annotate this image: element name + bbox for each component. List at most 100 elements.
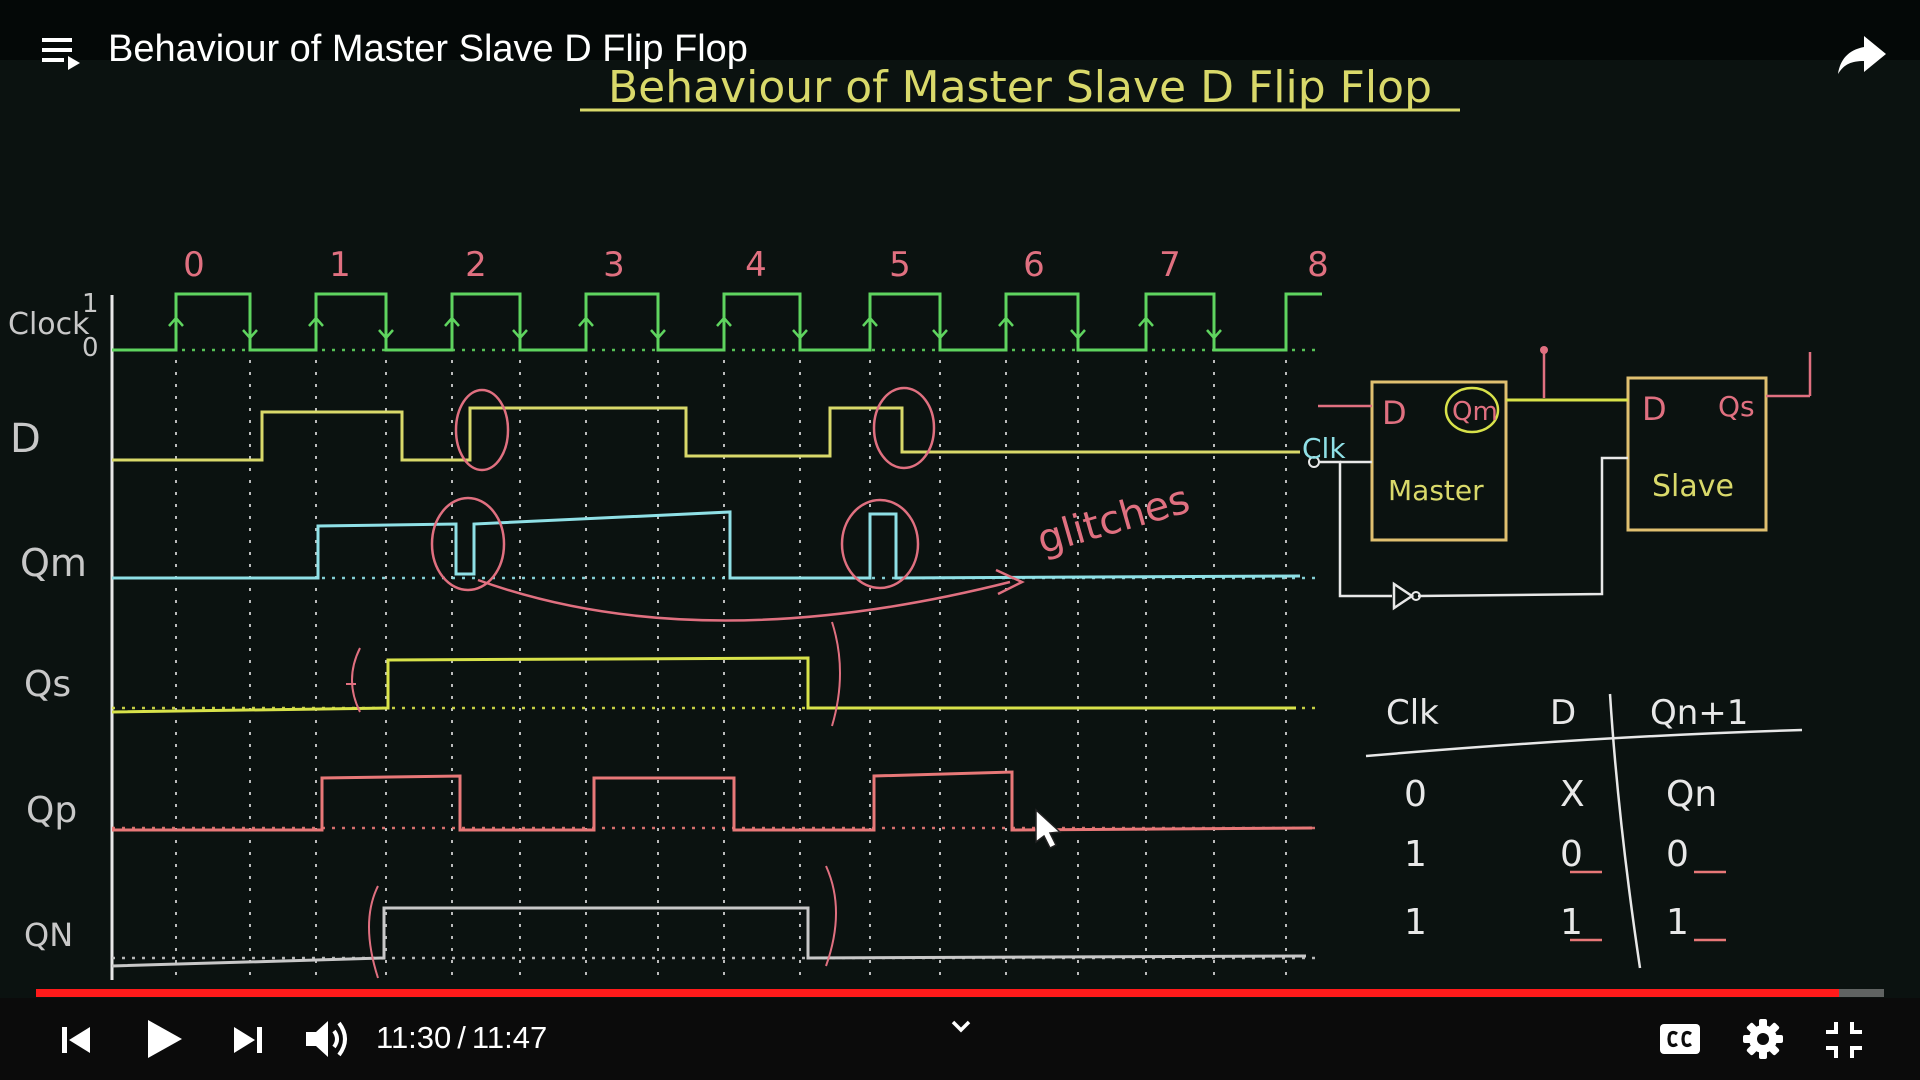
d-waveform <box>112 406 1300 462</box>
slave-qs-label: Qs <box>1718 390 1755 423</box>
circuit-clk-label: Clk <box>1302 432 1346 465</box>
master-slave-circuit <box>1308 346 1812 611</box>
table-header-1: D <box>1550 693 1576 733</box>
table-cell: 1 <box>1404 834 1427 875</box>
fullscreen-exit-button[interactable] <box>1822 1018 1866 1062</box>
falling-edge-arrow <box>1206 318 1222 340</box>
glitch-circle <box>454 388 510 472</box>
skip-next-icon <box>234 1027 262 1053</box>
rising-edge-arrow <box>308 316 324 340</box>
glitch-annotations <box>346 386 1062 979</box>
glitches-note: glitches <box>1032 476 1195 563</box>
board-heading: Behaviour of Master Slave D Flip Flop <box>608 62 1432 113</box>
mouse-cursor-icon <box>1035 808 1062 850</box>
falling-edge-arrow <box>242 318 258 340</box>
clock-number-label: 1 <box>329 245 351 285</box>
duration: 11:47 <box>471 1020 548 1055</box>
inverter-triangle <box>1392 581 1415 611</box>
clock-number-label: 8 <box>1307 245 1329 285</box>
captions-icon <box>1660 1024 1700 1054</box>
rising-edge-arrow <box>998 316 1014 340</box>
clock-number-label: 2 <box>465 245 487 285</box>
clock-input-dot <box>1308 456 1320 468</box>
table-cell: Qn <box>1666 774 1717 815</box>
progress-played <box>36 989 1840 997</box>
table-cell: 0 <box>1560 834 1583 875</box>
skip-previous-icon <box>62 1027 90 1053</box>
video-title[interactable]: Behaviour of Master Slave D Flip Flop <box>108 28 748 70</box>
glitch-circle <box>430 496 506 592</box>
clock-number-label: 0 <box>183 245 205 285</box>
qm-waveform <box>112 510 1301 580</box>
qs-brace-right <box>831 621 841 727</box>
current-time: 11:30 <box>376 1020 452 1055</box>
rising-edge-arrow <box>444 316 460 340</box>
signal-label-5: QN <box>24 916 73 954</box>
play-button[interactable] <box>138 1014 188 1064</box>
volume-button[interactable] <box>302 1014 356 1064</box>
table-cell: 1 <box>1666 902 1689 943</box>
signal-label-1: D <box>10 416 41 462</box>
clock-level-high: 1 <box>82 289 99 319</box>
qm-probe-dot <box>1540 346 1548 354</box>
captions-button[interactable] <box>1656 1018 1704 1060</box>
clock-number-label: 5 <box>889 245 911 285</box>
gear-icon <box>1743 1019 1783 1059</box>
qs-brace <box>346 647 361 713</box>
glitch-circle <box>872 386 936 470</box>
qp-waveform <box>112 770 1313 832</box>
falling-edge-arrow <box>932 318 948 340</box>
qs-waveform <box>111 656 1296 714</box>
fullscreen-exit-icon <box>1826 1022 1862 1058</box>
table-header-0: Clk <box>1386 693 1439 733</box>
falling-edge-arrow <box>512 318 528 340</box>
rising-edge-arrow <box>716 316 732 340</box>
time-separator: / <box>457 1020 466 1055</box>
rising-edge-arrow <box>1138 316 1154 340</box>
playlist-button[interactable] <box>38 30 84 74</box>
signal-label-2: Qm <box>20 541 87 585</box>
glitch-circle <box>840 498 920 590</box>
table-header-line <box>1365 728 1803 758</box>
table-header-2: Qn+1 <box>1650 693 1748 733</box>
clock-edge-arrows <box>168 316 1222 340</box>
timing-gridlines <box>175 300 1287 975</box>
table-cell: 1 <box>1560 902 1583 943</box>
chevron-down-icon <box>951 1020 971 1033</box>
next-button[interactable] <box>226 1018 270 1062</box>
progress-bar[interactable] <box>36 989 1884 997</box>
clock-wires <box>1318 456 1628 598</box>
table-cell: 1 <box>1404 902 1427 943</box>
qn-brace <box>368 885 379 979</box>
signal-label-0: Clock <box>8 307 90 342</box>
falling-edge-arrow <box>650 318 666 340</box>
timing-waveforms <box>111 292 1322 968</box>
table-column-divider <box>1608 693 1642 969</box>
play-icon <box>148 1020 182 1058</box>
master-label: Master <box>1388 474 1484 507</box>
settings-button[interactable] <box>1740 1016 1786 1062</box>
clock-number-label: 3 <box>603 245 625 285</box>
qn-brace-right <box>825 865 837 967</box>
clock-number-label: 6 <box>1023 245 1045 285</box>
playlist-icon <box>42 38 80 70</box>
falling-edge-arrow <box>792 318 808 340</box>
previous-button[interactable] <box>54 1018 98 1062</box>
top-bar: Behaviour of Master Slave D Flip Flop <box>0 0 1920 74</box>
glitch-arrowhead <box>995 568 1025 596</box>
share-button[interactable] <box>1834 30 1890 80</box>
share-icon <box>1838 36 1886 74</box>
signal-label-4: Qp <box>26 790 77 831</box>
chevron-button[interactable] <box>944 1014 978 1040</box>
truth-table-lines <box>1365 693 1803 969</box>
rising-edge-arrow <box>862 316 878 340</box>
clock-level-low: 0 <box>82 333 99 363</box>
slave-label: Slave <box>1652 469 1734 504</box>
master-d-label: D <box>1382 394 1407 432</box>
slave-box <box>1626 376 1768 532</box>
clock-number-label: 4 <box>745 245 767 285</box>
rising-edge-arrow <box>578 316 594 340</box>
inverter-bubble <box>1411 591 1421 601</box>
